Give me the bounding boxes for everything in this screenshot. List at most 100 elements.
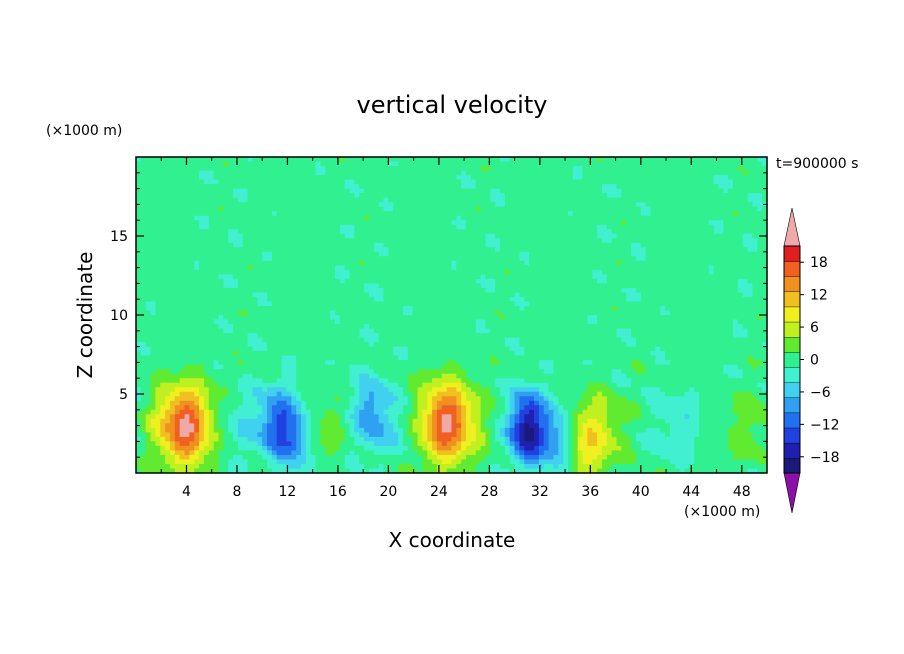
- field-cell: [271, 188, 278, 194]
- field-cell: [339, 292, 346, 298]
- field-cell: [417, 305, 423, 312]
- field-cell: [378, 373, 385, 379]
- field-cell: [267, 432, 273, 438]
- field-cell: [344, 238, 351, 244]
- field-cell: [320, 360, 326, 366]
- field-cell: [276, 206, 283, 212]
- field-cell: [456, 301, 462, 307]
- field-cell: [242, 468, 249, 473]
- field-cell: [281, 233, 288, 239]
- field-cell: [136, 166, 142, 172]
- field-cell: [339, 269, 346, 275]
- field-cell: [480, 175, 487, 181]
- field-cell: [330, 454, 336, 461]
- field-cell: [189, 310, 195, 316]
- field-cell: [301, 427, 307, 433]
- field-cell: [223, 328, 229, 334]
- field-cell: [315, 387, 322, 393]
- field-cell: [276, 414, 283, 420]
- field-cell: [189, 206, 195, 212]
- field-cell: [320, 269, 326, 275]
- field-cell: [257, 333, 263, 339]
- field-cell: [237, 369, 244, 375]
- field-cell: [140, 409, 147, 415]
- field-cell: [305, 188, 312, 194]
- field-cell: [160, 175, 166, 181]
- field-cell: [165, 333, 171, 339]
- field-cell: [271, 450, 278, 456]
- field-cell: [378, 346, 385, 352]
- field-cell: [359, 342, 365, 348]
- field-cell: [271, 445, 278, 452]
- field-cell: [281, 211, 288, 217]
- field-cell: [184, 396, 190, 402]
- field-cell: [296, 351, 302, 357]
- field-cell: [199, 364, 205, 370]
- field-cell: [276, 269, 283, 275]
- field-cell: [407, 382, 414, 388]
- field-cell: [174, 220, 181, 226]
- field-cell: [194, 319, 200, 325]
- field-cell: [470, 287, 477, 294]
- field-cell: [383, 251, 389, 257]
- field-cell: [218, 351, 224, 357]
- field-cell: [441, 296, 448, 303]
- field-cell: [233, 405, 239, 411]
- field-cell: [252, 364, 258, 370]
- field-cell: [427, 414, 433, 420]
- field-cell: [436, 445, 443, 452]
- field-cell: [422, 229, 428, 235]
- field-cell: [271, 170, 278, 176]
- field-cell: [296, 197, 302, 203]
- field-cell: [349, 396, 356, 402]
- field-cell: [203, 463, 210, 470]
- field-cell: [218, 414, 224, 420]
- field-cell: [335, 215, 341, 221]
- field-cell: [470, 409, 477, 415]
- field-cell: [407, 229, 414, 235]
- field-cell: [373, 211, 380, 217]
- field-cell: [344, 188, 351, 194]
- field-cell: [461, 315, 467, 321]
- field-cell: [199, 423, 205, 429]
- field-cell: [349, 378, 356, 384]
- field-cell: [359, 432, 365, 438]
- field-cell: [179, 229, 186, 235]
- field-cell: [233, 265, 239, 271]
- field-cell: [233, 351, 239, 357]
- field-cell: [252, 274, 258, 280]
- field-cell: [305, 215, 312, 221]
- field-cell: [446, 405, 453, 411]
- field-cell: [364, 184, 370, 190]
- field-cell: [145, 206, 152, 212]
- field-cell: [169, 211, 176, 217]
- field-cell: [179, 441, 186, 447]
- field-cell: [189, 238, 195, 244]
- field-cell: [432, 346, 438, 352]
- field-cell: [456, 418, 462, 424]
- field-cell: [291, 269, 297, 275]
- field-cell: [213, 265, 220, 271]
- field-cell: [383, 414, 389, 420]
- field-cell: [475, 436, 482, 442]
- field-cell: [422, 197, 428, 203]
- field-cell: [247, 333, 254, 339]
- field-cell: [378, 319, 385, 325]
- field-cell: [262, 436, 268, 442]
- field-cell: [398, 251, 404, 257]
- field-cell: [432, 265, 438, 271]
- field-cell: [184, 418, 190, 424]
- field-cell: [267, 215, 273, 221]
- field-cell: [320, 337, 326, 343]
- field-cell: [456, 436, 462, 442]
- field-cell: [470, 405, 477, 411]
- field-cell: [252, 229, 258, 235]
- field-cell: [208, 414, 215, 420]
- field-cell: [383, 220, 389, 226]
- field-cell: [368, 387, 375, 393]
- field-cell: [223, 432, 229, 438]
- field-cell: [218, 355, 224, 361]
- field-cell: [432, 188, 438, 194]
- field-cell: [446, 450, 453, 456]
- field-cell: [301, 260, 307, 266]
